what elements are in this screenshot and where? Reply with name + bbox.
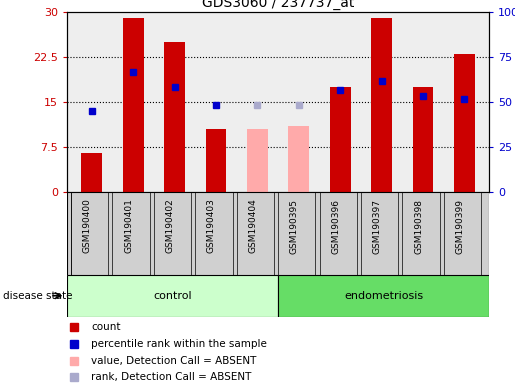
Bar xyxy=(67,275,278,317)
Bar xyxy=(247,129,268,192)
Text: disease state: disease state xyxy=(3,291,72,301)
Text: GSM190400: GSM190400 xyxy=(83,199,92,253)
Text: control: control xyxy=(153,291,192,301)
Text: GSM190395: GSM190395 xyxy=(290,199,299,253)
Bar xyxy=(371,18,392,192)
Title: GDS3060 / 237737_at: GDS3060 / 237737_at xyxy=(202,0,354,10)
Bar xyxy=(164,41,185,192)
Text: GSM190399: GSM190399 xyxy=(455,199,465,253)
Text: rank, Detection Call = ABSENT: rank, Detection Call = ABSENT xyxy=(91,372,252,382)
Text: count: count xyxy=(91,322,121,332)
Text: GSM190398: GSM190398 xyxy=(414,199,423,253)
Bar xyxy=(413,87,433,192)
Text: GSM190397: GSM190397 xyxy=(373,199,382,253)
Text: value, Detection Call = ABSENT: value, Detection Call = ABSENT xyxy=(91,356,256,366)
Text: GSM190396: GSM190396 xyxy=(331,199,340,253)
Text: percentile rank within the sample: percentile rank within the sample xyxy=(91,339,267,349)
Text: GSM190403: GSM190403 xyxy=(207,199,216,253)
Text: GSM190404: GSM190404 xyxy=(248,199,258,253)
Bar xyxy=(454,54,475,192)
Bar xyxy=(81,153,102,192)
Bar xyxy=(330,87,351,192)
Text: GSM190402: GSM190402 xyxy=(166,199,175,253)
Text: GSM190401: GSM190401 xyxy=(124,199,133,253)
Bar xyxy=(288,126,309,192)
Bar xyxy=(205,129,227,192)
Text: endometriosis: endometriosis xyxy=(344,291,423,301)
Bar xyxy=(278,275,489,317)
Bar xyxy=(123,18,144,192)
